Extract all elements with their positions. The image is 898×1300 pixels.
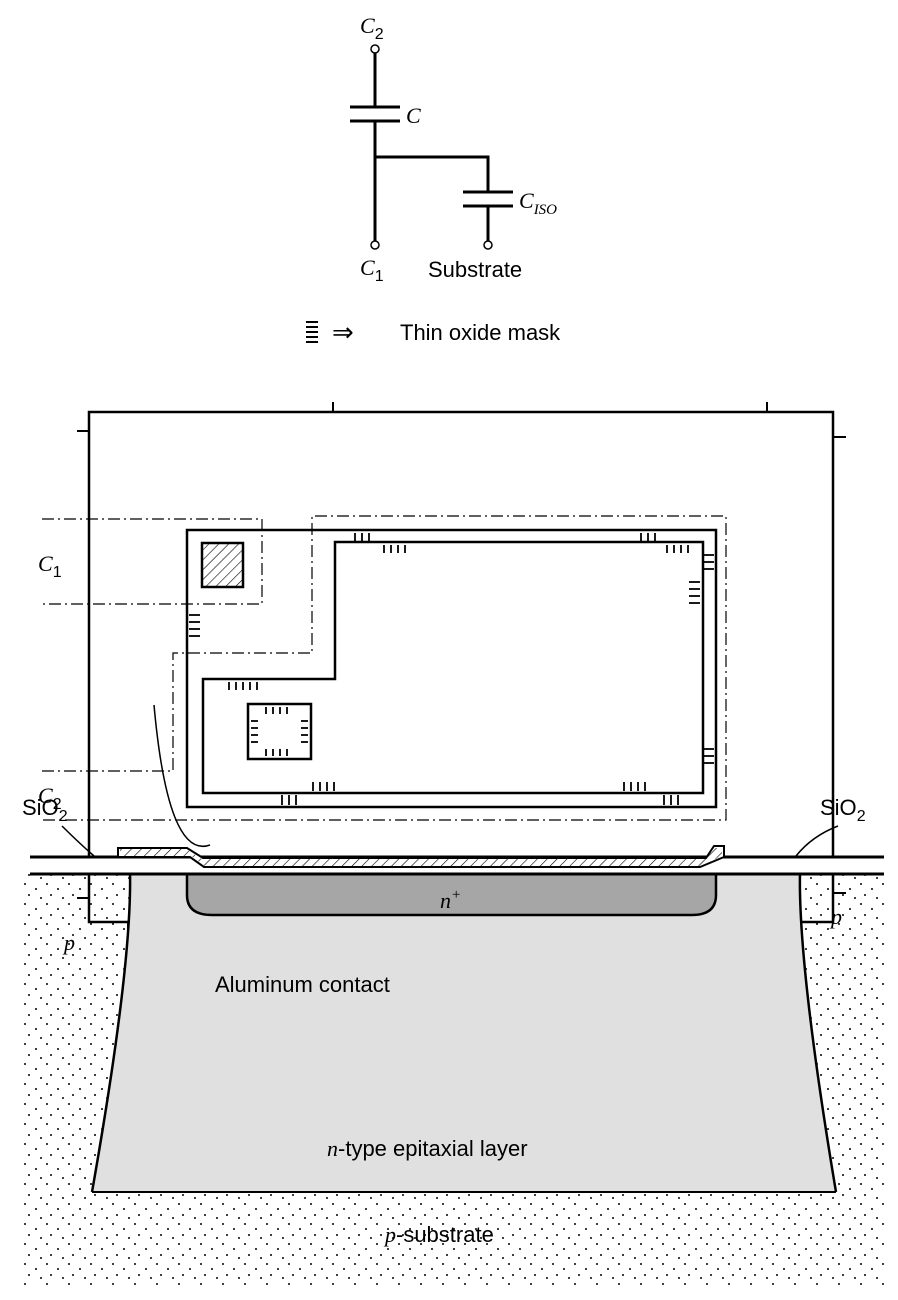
wire-branch-to-ciso: [375, 155, 490, 192]
sio2-left-leader: [61, 825, 95, 857]
terminal-c1-node: [370, 240, 380, 250]
terminal-substrate-node: [483, 240, 493, 250]
aluminum-contact-label: Aluminum contact: [215, 972, 390, 997]
cap-iso-label: CISO: [519, 188, 557, 218]
legend-arrow: ⇒: [332, 317, 354, 347]
c1-contact-square: [200, 541, 245, 589]
thin-oxide-tick-marks: [189, 533, 714, 805]
thin-oxide-legend-icon: [306, 321, 318, 343]
c2-inner-contact-square: [246, 702, 313, 761]
n-plus-diffusion: [185, 871, 718, 917]
layout-c1-label: C1: [38, 551, 62, 581]
cross-section: [22, 704, 884, 1285]
thin-oxide-inner-outline: [201, 540, 705, 795]
terminal-c2-node: [370, 44, 380, 54]
n-epi-layer: [92, 873, 836, 1192]
terminal-c1-label: C1: [360, 255, 384, 285]
cap-c-label: C: [406, 103, 421, 128]
aluminum-leader: [153, 704, 211, 848]
isolation-boundary-right: [798, 872, 838, 1193]
terminal-substrate-label: Substrate: [428, 257, 522, 282]
c2-metal-outline: [42, 515, 727, 821]
p-left-label: p: [62, 930, 75, 955]
capacitor-schematic: [350, 44, 513, 250]
aluminum-contact-hatch: [120, 848, 722, 866]
layout-c2-label: C2: [38, 783, 62, 813]
n-epi-label: n-type epitaxial layer: [327, 1136, 528, 1161]
p-right-label: p: [829, 904, 842, 929]
sio2-left-label: SiO2: [22, 795, 68, 825]
c1-metal-outline: [42, 518, 263, 605]
p-substrate-label: p-substrate: [383, 1222, 494, 1247]
n-plus-label: n+: [440, 887, 461, 913]
isolation-boundary-left: [90, 872, 132, 1193]
legend-thin-oxide-text: Thin oxide mask: [400, 320, 561, 345]
sio2-right-leader: [795, 825, 839, 857]
sio2-right-label: SiO2: [820, 795, 866, 825]
terminal-c2-label: C2: [360, 13, 384, 43]
diffusion-outer-outline: [185, 528, 718, 809]
